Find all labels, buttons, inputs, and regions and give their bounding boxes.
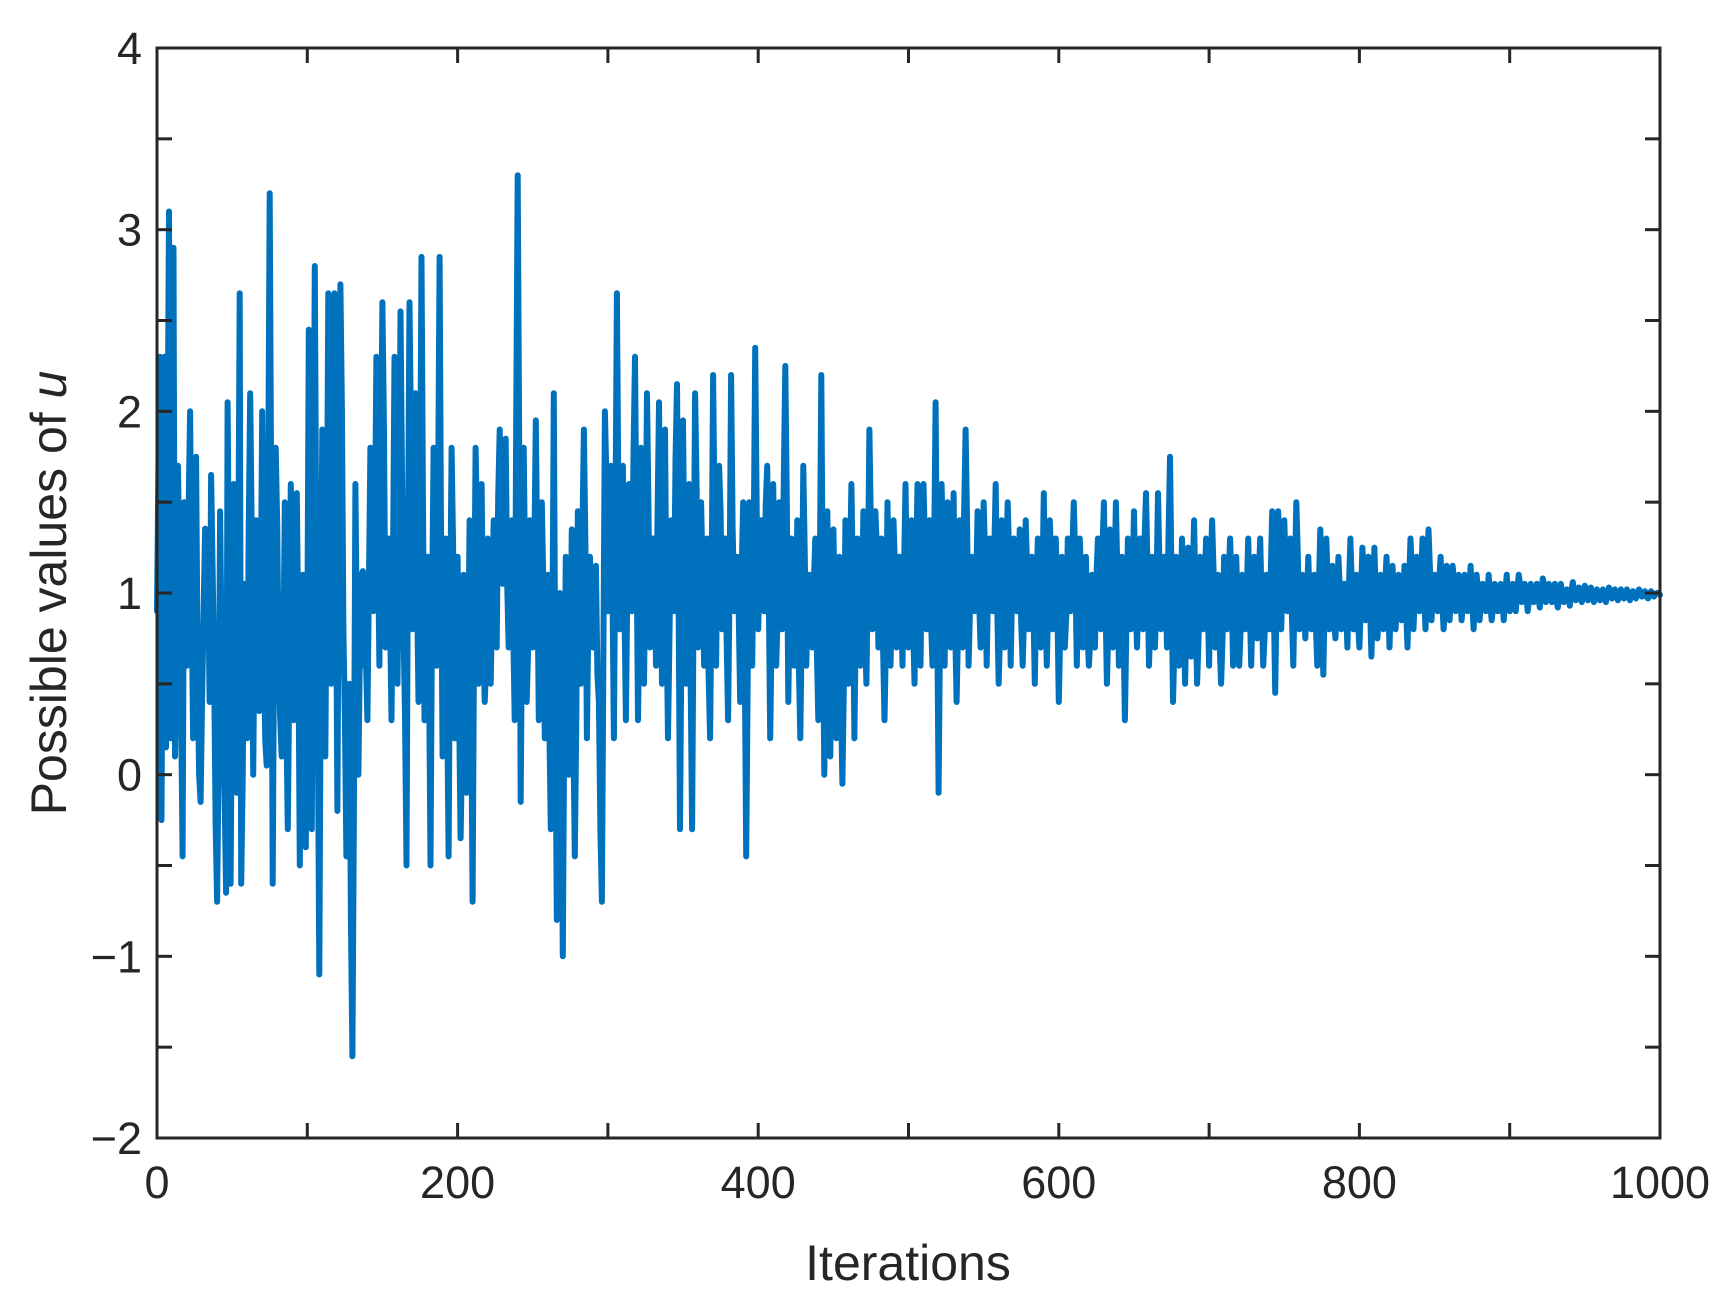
y-axis-ticks: −2 −1 0 1 2 3 4 [91, 23, 1660, 1164]
y-tick-label: 4 [117, 23, 142, 74]
x-tick-label: 400 [721, 1157, 796, 1208]
series-line-0 [154, 172, 1663, 1060]
y-tick-label: 2 [117, 386, 142, 437]
y-tick-label: −1 [91, 931, 142, 982]
x-tick-label: 200 [420, 1157, 495, 1208]
y-tick-label: 1 [117, 568, 142, 619]
x-tick-label: 1000 [1610, 1157, 1710, 1208]
y-tick-label: −2 [91, 1113, 142, 1164]
y-axis-label-variable: u [21, 371, 77, 399]
x-axis-ticks: 0 200 400 600 800 1000 [144, 48, 1710, 1208]
y-tick-label: 0 [117, 750, 142, 801]
x-tick-label: 0 [144, 1157, 169, 1208]
y-axis-label-text: Possible values of [21, 398, 77, 815]
x-tick-label: 600 [1021, 1157, 1096, 1208]
x-tick-label: 800 [1322, 1157, 1397, 1208]
y-tick-label: 3 [117, 205, 142, 256]
x-axis-label: Iterations [805, 1235, 1011, 1291]
y-axis-label: Possible values of u [21, 371, 77, 816]
series-layer [154, 172, 1663, 1060]
